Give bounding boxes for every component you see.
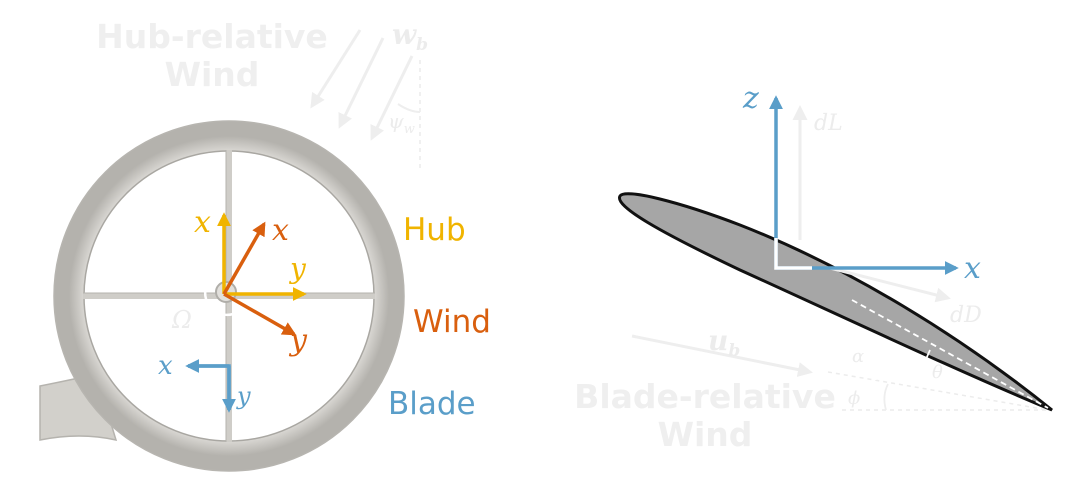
blade-x-label: x [158,351,173,381]
phi-arc [883,383,889,411]
alpha-arc [872,345,881,381]
wind-y-axis [223,292,297,336]
wind-arrow-3 [370,55,414,141]
legend-hub: Hub [403,212,466,248]
wind-y-label: y [288,323,308,358]
legend-blade: Blade [388,386,476,422]
blade-frame-corner [188,364,231,410]
dL-label: dL [814,111,843,136]
phi-label: ϕ [848,388,860,409]
hub-relative-wind-title-line2: Wind [165,55,260,94]
right-panel: dL dD z x ub α θ ϕ Blade-relative Wind [574,81,1053,454]
hub-relative-wind-title-line1: Hub-relative [96,17,328,56]
ub-arrow [631,334,813,377]
left-panel: Hub-relative Wind wb ψw Ω [39,17,491,472]
psi-label: ψw [388,109,415,137]
ub-label: ub [708,324,740,361]
hub-wind-arrows [310,29,414,141]
wind-x-axis [222,221,266,295]
blade-relative-wind-title-line2: Wind [658,415,753,454]
hub-ring [54,121,404,471]
omega-label: Ω [171,306,192,334]
wind-arrow-2 [338,37,385,129]
wind-x-label: x [272,213,289,248]
wb-label: wb [392,18,428,55]
chord-line [851,299,1049,409]
dD-arrow [829,266,951,303]
z-label: z [742,81,759,116]
blade-relative-wind-title-line1: Blade-relative [574,377,836,416]
origin-marker [774,238,812,270]
theta-label: θ [932,362,943,383]
hub-x-label: x [194,205,211,240]
legend-wind: Wind [413,304,491,340]
psi-angle-arc [397,103,421,113]
dD-label: dD [950,303,982,328]
omega-arc [203,281,239,317]
airfoil [618,192,1053,412]
hub-y-label: y [288,252,307,285]
x-label: x [964,251,981,286]
blade-y-label: y [236,382,251,410]
theta-arc [920,349,931,411]
alpha-label: α [852,346,864,367]
inflow-reference [827,371,1049,411]
wind-arrow-1 [310,29,362,109]
